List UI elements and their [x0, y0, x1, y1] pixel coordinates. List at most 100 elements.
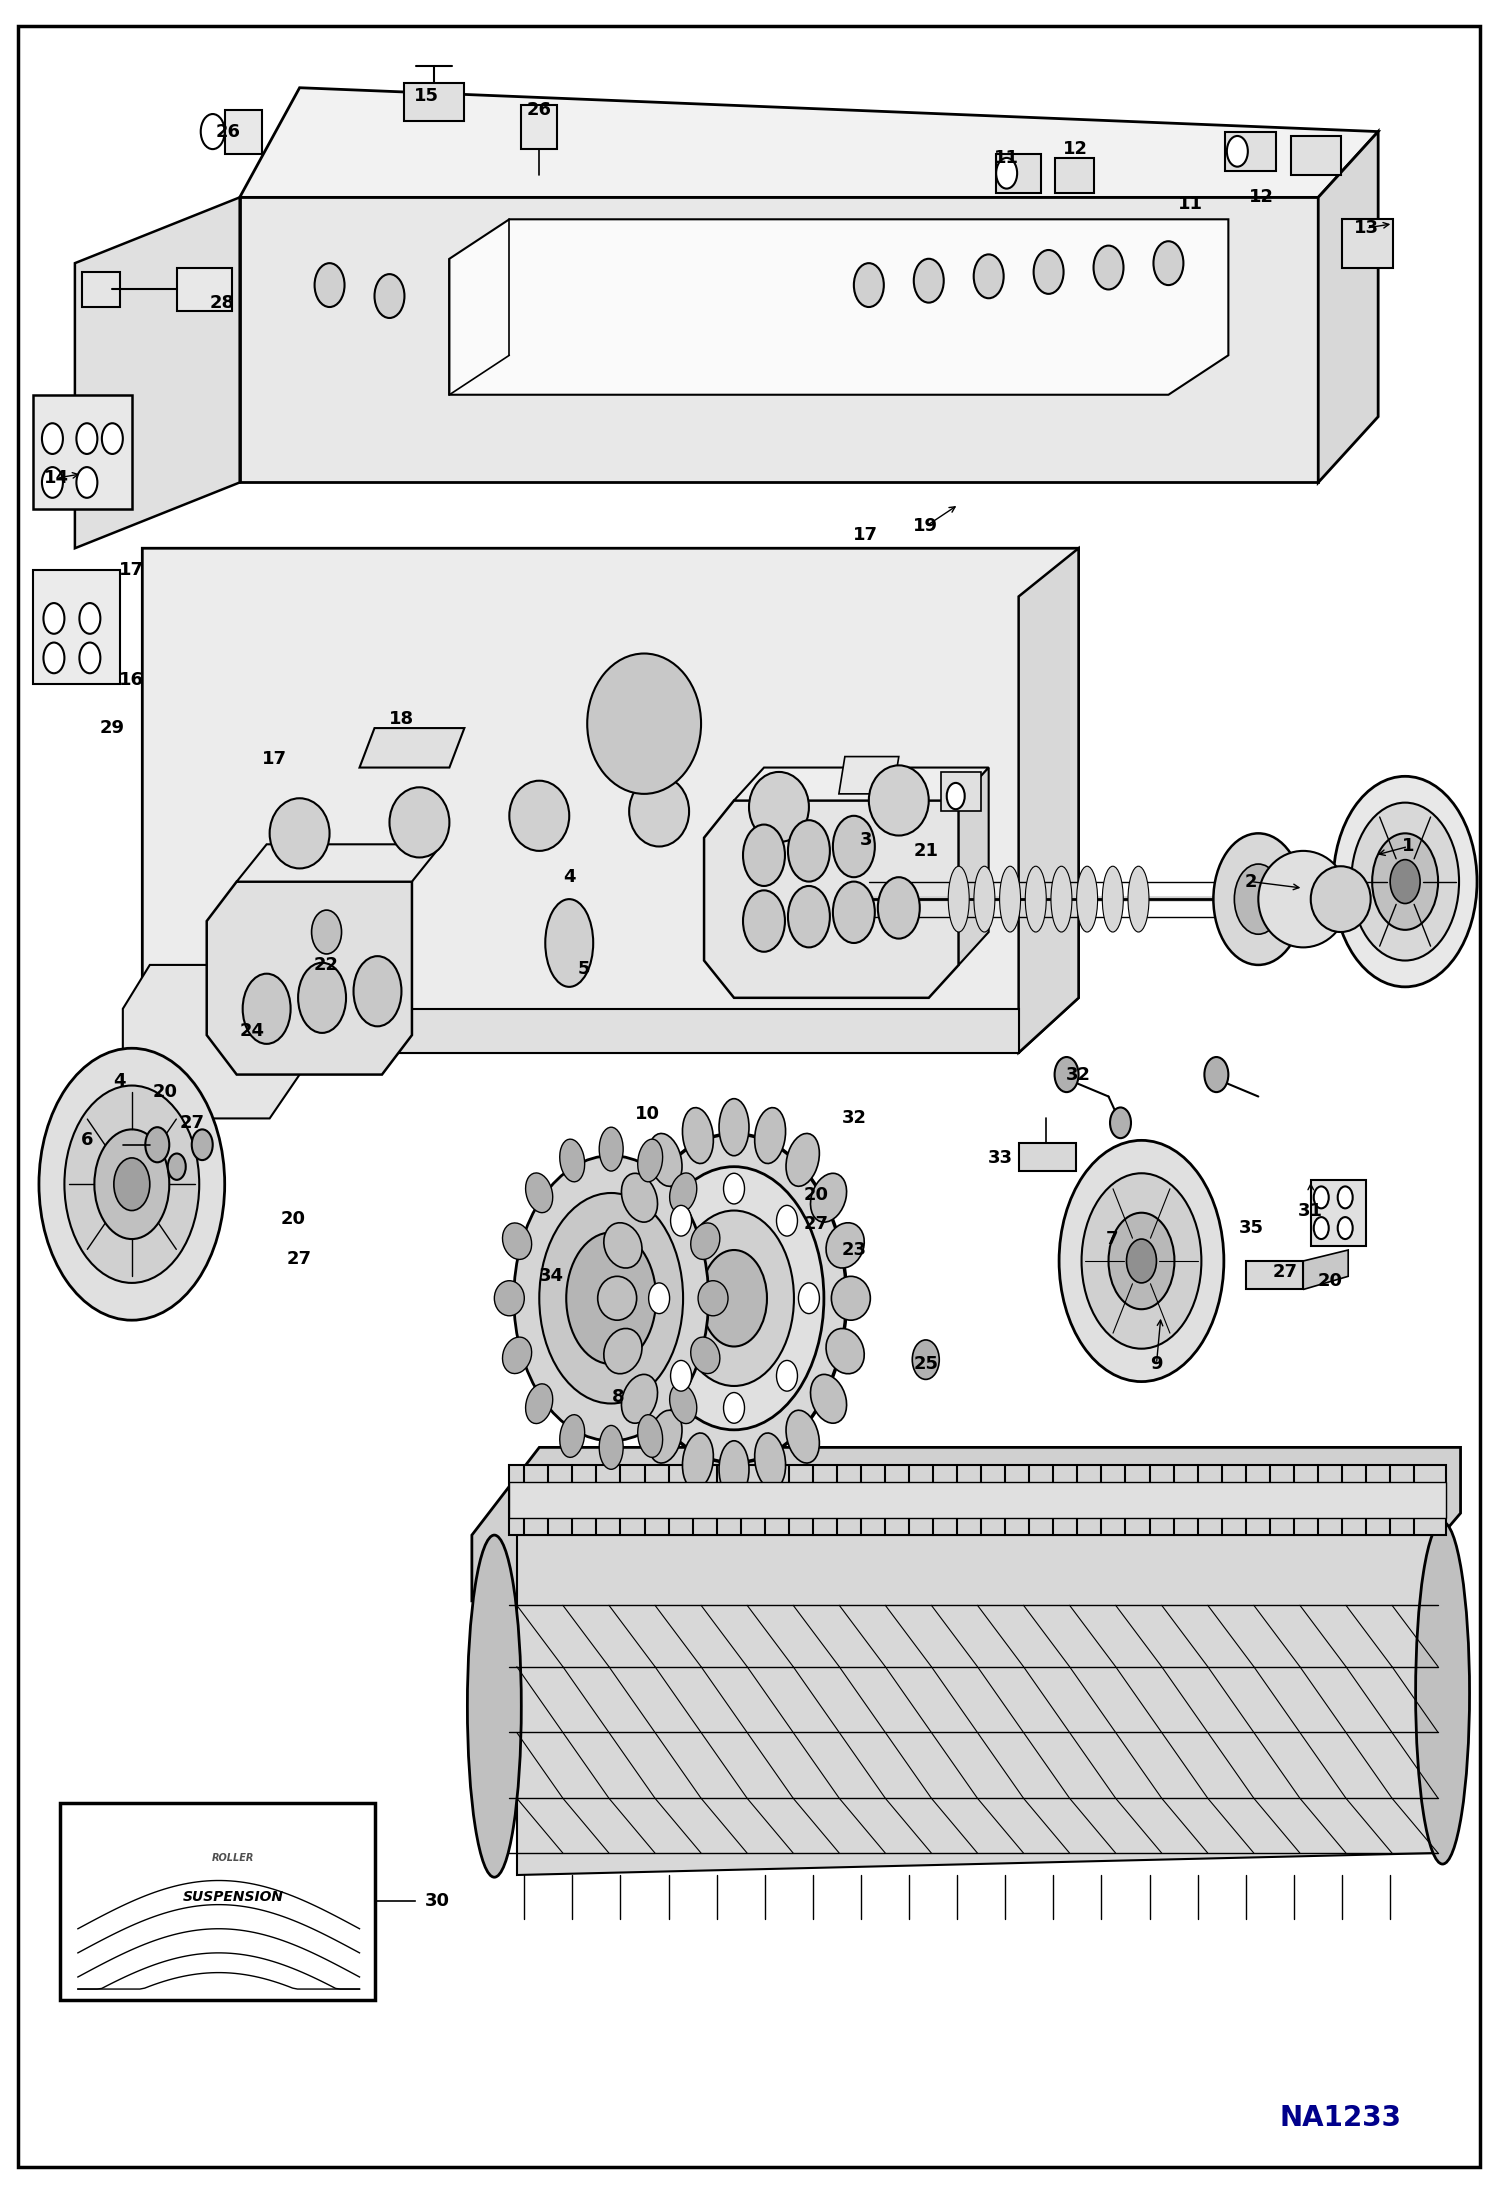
- Polygon shape: [517, 1535, 1438, 1875]
- Text: NA1233: NA1233: [1279, 2105, 1402, 2132]
- Circle shape: [1390, 860, 1420, 904]
- Ellipse shape: [1416, 1522, 1470, 1864]
- Text: 7: 7: [1106, 1230, 1118, 1248]
- Circle shape: [79, 603, 100, 634]
- Circle shape: [1314, 1186, 1329, 1208]
- Circle shape: [566, 1232, 656, 1364]
- Ellipse shape: [683, 1107, 713, 1164]
- Polygon shape: [1311, 1180, 1366, 1246]
- Text: 10: 10: [635, 1105, 659, 1123]
- Circle shape: [298, 963, 346, 1033]
- Text: 28: 28: [210, 294, 234, 311]
- Ellipse shape: [974, 866, 995, 932]
- Circle shape: [671, 1360, 692, 1390]
- Circle shape: [776, 1206, 797, 1237]
- Circle shape: [354, 956, 401, 1026]
- Circle shape: [1351, 803, 1459, 961]
- Circle shape: [1333, 776, 1477, 987]
- Ellipse shape: [598, 1276, 637, 1320]
- Ellipse shape: [560, 1414, 584, 1458]
- Circle shape: [168, 1154, 186, 1180]
- Polygon shape: [449, 219, 1228, 395]
- Ellipse shape: [831, 1276, 870, 1320]
- Ellipse shape: [629, 776, 689, 846]
- Text: 17: 17: [120, 561, 144, 579]
- Text: 27: 27: [804, 1215, 828, 1232]
- Text: 25: 25: [914, 1355, 938, 1373]
- Polygon shape: [207, 882, 412, 1075]
- Circle shape: [114, 1158, 150, 1211]
- Text: 24: 24: [240, 1022, 264, 1039]
- Ellipse shape: [948, 866, 969, 932]
- Polygon shape: [240, 88, 1378, 197]
- Circle shape: [776, 1360, 797, 1390]
- Circle shape: [64, 1086, 199, 1283]
- Circle shape: [43, 603, 64, 634]
- Circle shape: [724, 1173, 745, 1204]
- Circle shape: [1338, 1217, 1353, 1239]
- Circle shape: [201, 114, 225, 149]
- Text: 20: 20: [1318, 1272, 1342, 1289]
- Ellipse shape: [526, 1384, 553, 1423]
- Text: 8: 8: [613, 1388, 625, 1406]
- Polygon shape: [33, 570, 120, 684]
- Ellipse shape: [638, 1414, 662, 1458]
- Text: 11: 11: [1179, 195, 1203, 213]
- Polygon shape: [996, 154, 1041, 193]
- Circle shape: [243, 974, 291, 1044]
- Ellipse shape: [1052, 866, 1073, 932]
- Text: 34: 34: [539, 1268, 563, 1285]
- Ellipse shape: [545, 899, 593, 987]
- Circle shape: [1227, 136, 1248, 167]
- Circle shape: [145, 1127, 169, 1162]
- Ellipse shape: [1025, 866, 1046, 932]
- Ellipse shape: [649, 1134, 682, 1186]
- Polygon shape: [1246, 1261, 1303, 1289]
- Circle shape: [76, 467, 97, 498]
- Circle shape: [974, 254, 1004, 298]
- Circle shape: [1213, 833, 1303, 965]
- Text: 5: 5: [578, 961, 590, 978]
- Circle shape: [1109, 1213, 1174, 1309]
- Ellipse shape: [560, 1138, 584, 1182]
- Circle shape: [1234, 864, 1282, 934]
- Circle shape: [1314, 1217, 1329, 1239]
- Circle shape: [1059, 1140, 1224, 1382]
- Text: 11: 11: [995, 149, 1019, 167]
- Circle shape: [878, 877, 920, 939]
- Circle shape: [671, 1206, 692, 1237]
- Ellipse shape: [604, 1224, 643, 1268]
- Polygon shape: [959, 768, 989, 965]
- Ellipse shape: [649, 1410, 682, 1463]
- Circle shape: [1126, 1239, 1156, 1283]
- Ellipse shape: [999, 866, 1020, 932]
- Ellipse shape: [1077, 866, 1098, 932]
- Circle shape: [743, 825, 785, 886]
- Ellipse shape: [683, 1432, 713, 1489]
- Polygon shape: [734, 768, 989, 800]
- Text: 12: 12: [1064, 140, 1088, 158]
- Text: 4: 4: [563, 868, 575, 886]
- Polygon shape: [123, 965, 300, 1118]
- Text: 9: 9: [1150, 1355, 1162, 1373]
- Text: 18: 18: [389, 711, 413, 728]
- Circle shape: [1094, 246, 1124, 289]
- Text: 12: 12: [1249, 189, 1273, 206]
- Circle shape: [1372, 833, 1438, 930]
- Circle shape: [996, 158, 1017, 189]
- Polygon shape: [1303, 1250, 1348, 1289]
- Polygon shape: [82, 272, 120, 307]
- Bar: [509, 1482, 1446, 1518]
- Circle shape: [788, 820, 830, 882]
- Circle shape: [833, 816, 875, 877]
- Circle shape: [947, 783, 965, 809]
- Ellipse shape: [698, 1281, 728, 1316]
- Polygon shape: [472, 1465, 1461, 1919]
- Ellipse shape: [810, 1375, 846, 1423]
- Text: 32: 32: [1067, 1066, 1091, 1083]
- Circle shape: [192, 1129, 213, 1160]
- Polygon shape: [941, 772, 981, 811]
- Circle shape: [798, 1283, 819, 1314]
- Ellipse shape: [869, 765, 929, 836]
- Text: 13: 13: [1354, 219, 1378, 237]
